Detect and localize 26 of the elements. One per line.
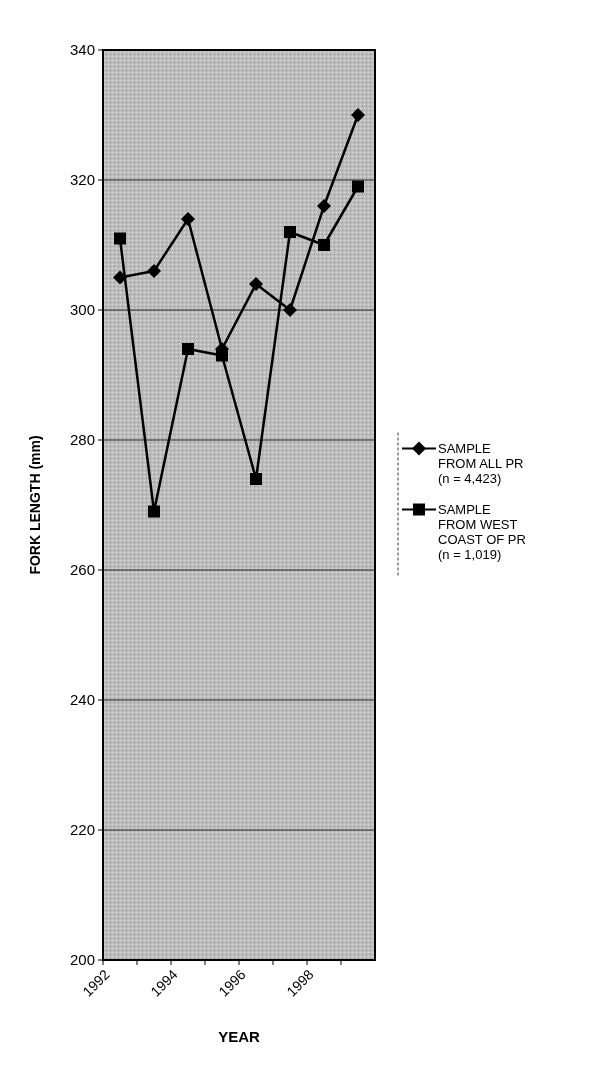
point [147, 264, 161, 278]
x-axis-title: YEAR [218, 1028, 260, 1045]
point [181, 212, 195, 226]
y-tick-label: 240 [69, 691, 95, 709]
y-tick-label: 200 [69, 951, 95, 969]
point [114, 232, 126, 245]
point [318, 239, 330, 251]
point [148, 505, 160, 518]
point [317, 199, 331, 213]
y-tick-label: 300 [69, 301, 95, 319]
y-tick-label: 220 [69, 821, 95, 839]
point [352, 180, 364, 193]
point [250, 473, 262, 485]
point [216, 349, 228, 362]
point [283, 303, 297, 317]
point [284, 226, 296, 238]
y-tick-label: 320 [69, 171, 95, 189]
point [182, 343, 194, 355]
y-tick-label: 280 [69, 431, 95, 449]
point [249, 277, 263, 291]
legend-label: SAMPLE FROM ALL PR (n = 4,423) [438, 440, 524, 486]
legend-label: SAMPLE FROM WEST COAST OF PR (n = 1,019) [438, 501, 526, 562]
y-tick-label: 340 [69, 41, 95, 59]
point [351, 108, 365, 122]
y-tick-label: 260 [69, 561, 95, 579]
y-axis-title: FORK LENGTH (mm) [27, 435, 43, 575]
